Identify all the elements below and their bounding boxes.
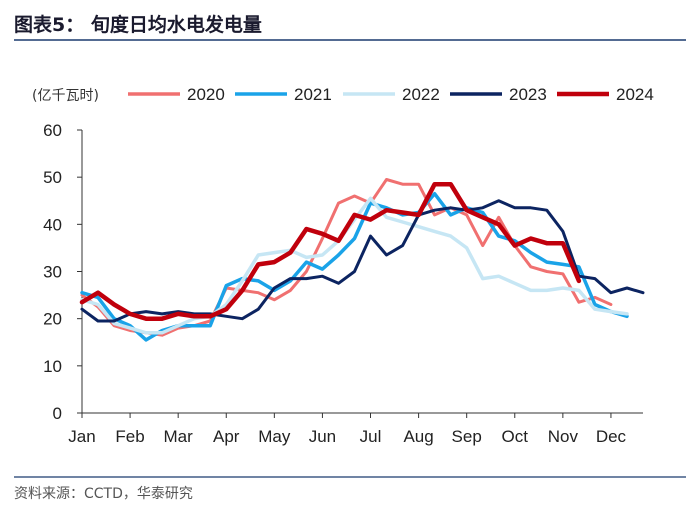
y-axis-labels: 0 10 20 30 40 50 60 (43, 121, 62, 423)
y-tick-label: 60 (43, 121, 62, 140)
y-tick-label: 50 (43, 168, 62, 187)
legend-label-2024: 2024 (616, 85, 654, 104)
x-tick-label: Jun (309, 427, 336, 446)
x-tick-label: Jan (68, 427, 95, 446)
unit-label: (亿千瓦时) (32, 88, 99, 104)
legend: 2020 2021 2022 2023 2024 (128, 85, 654, 104)
x-tick-label: Aug (403, 427, 433, 446)
legend-label-2020: 2020 (187, 85, 225, 104)
x-tick-label: Feb (115, 427, 144, 446)
y-tick-label: 10 (43, 357, 62, 376)
x-tick-label: Jul (360, 427, 382, 446)
x-tick-label: Apr (213, 427, 240, 446)
x-tick-label: Sep (452, 427, 482, 446)
y-tick-label: 30 (43, 263, 62, 282)
y-tick-label: 20 (43, 310, 62, 329)
x-axis-labels: Jan Feb Mar Apr May Jun Jul Aug Sep Oct Nov Dec (68, 427, 626, 446)
legend-label-2023: 2023 (509, 85, 547, 104)
axes (77, 129, 643, 418)
series-line-2024 (79, 181, 582, 321)
x-tick-label: Dec (596, 427, 627, 446)
series-lines (79, 178, 645, 342)
series-line-2020 (80, 178, 613, 337)
legend-label-2022: 2022 (402, 85, 440, 104)
legend-label-2021: 2021 (294, 85, 332, 104)
series-line-2022 (80, 196, 629, 335)
x-tick-label: Oct (502, 427, 529, 446)
source-note: 资料来源：CCTD，华泰研究 (14, 486, 193, 502)
y-tick-label: 0 (53, 404, 62, 423)
x-tick-label: Mar (164, 427, 194, 446)
chart-title: 图表5： 旬度日均水电发电量 (14, 13, 262, 36)
x-tick-label: May (258, 427, 291, 446)
y-tick-label: 40 (43, 215, 62, 234)
x-tick-label: Nov (548, 427, 579, 446)
series-line-2023 (80, 199, 645, 323)
